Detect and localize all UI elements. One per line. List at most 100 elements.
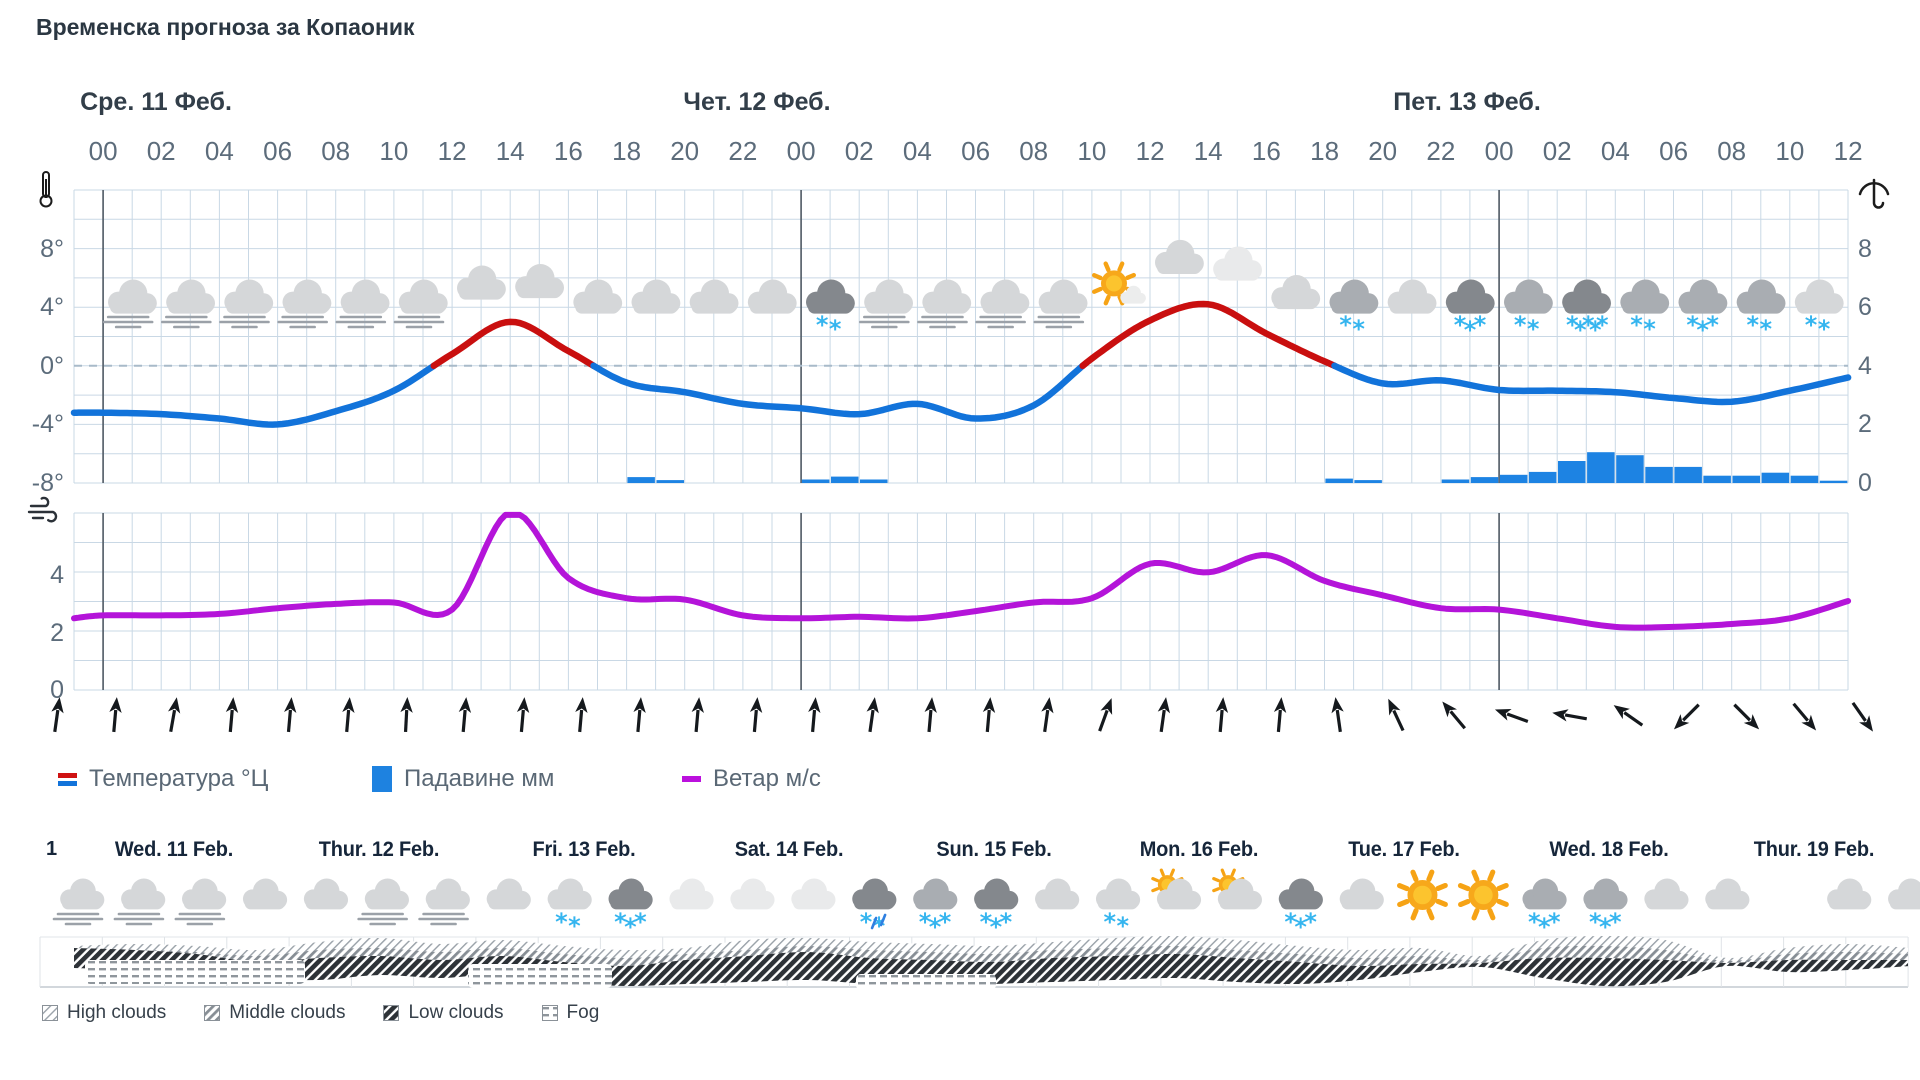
cloud-icon	[168, 301, 213, 314]
cloud-icon	[1796, 301, 1842, 314]
cloud-icon	[573, 279, 623, 314]
cloud-icon	[122, 897, 163, 910]
sun-icon	[1474, 885, 1493, 905]
sun-ray-icon	[1426, 907, 1435, 921]
snowflake-icon: *	[1589, 908, 1602, 936]
cloud-icon	[747, 279, 797, 314]
cloud-icon	[854, 897, 895, 910]
cloud-layers-legend: High clouds Middle clouds Low clouds Fog	[42, 1002, 599, 1024]
snowflake-icon: *	[1514, 311, 1527, 339]
weather-icon: * *	[1329, 279, 1379, 343]
wind-axis-label: 4	[50, 561, 64, 589]
sun-ray-icon	[1212, 877, 1221, 883]
precip-bar	[1645, 466, 1673, 483]
wind-direction-arrow	[169, 709, 177, 733]
fog-lines-icon	[113, 912, 165, 926]
precip-bar	[1499, 474, 1528, 483]
weather-icon	[102, 279, 157, 329]
sun-ray-icon	[1091, 286, 1103, 294]
weather-icon: ***	[1522, 872, 1567, 941]
sun-ray-icon	[1397, 883, 1410, 892]
precip-bar	[1470, 477, 1499, 483]
wind-direction-arrow	[1494, 708, 1512, 721]
cloud-icon	[1215, 267, 1260, 281]
cloud-icon	[425, 878, 470, 910]
cloud-icon	[166, 279, 216, 314]
wind-direction-arrow	[1098, 709, 1109, 732]
precip-bar	[1819, 480, 1848, 483]
wind-direction-arrow	[109, 697, 122, 733]
wind-direction-arrow	[403, 709, 409, 733]
wind-direction-arrow	[1613, 705, 1644, 727]
cloud-icon	[1705, 878, 1750, 910]
wind-direction-arrow	[575, 697, 588, 714]
sun-icon	[1397, 869, 1448, 921]
cloud-icon	[1585, 897, 1626, 910]
cloud-icon	[1389, 301, 1434, 314]
cloud-icon	[1387, 279, 1437, 314]
temp-axis-label: -4°	[31, 410, 64, 439]
weather-icon	[277, 279, 332, 329]
cloud-icon	[1155, 239, 1204, 274]
wind-direction-arrow	[1218, 709, 1224, 733]
temperature-curve-above-zero	[430, 318, 597, 370]
wind-direction-arrow	[1388, 698, 1405, 732]
wind-direction-arrow	[1792, 702, 1809, 722]
wind-direction-arrow	[982, 697, 996, 714]
cloud-icon	[284, 301, 329, 314]
cloud-icon	[1040, 301, 1085, 314]
hour-label: 06	[1659, 136, 1689, 166]
wind-direction-arrow	[1733, 703, 1760, 730]
cloud-icon	[486, 878, 531, 910]
cloud-icon	[1331, 301, 1376, 314]
breeze-icon	[27, 496, 58, 523]
weather-icons-row: * * * * *** * * ***** * * *** * * * *	[102, 239, 1844, 344]
cloud-icon	[1271, 275, 1321, 310]
weather-icon	[747, 279, 797, 314]
precip-bar	[1732, 475, 1760, 483]
cloud-icon	[1120, 285, 1146, 304]
wind-direction-arrow	[1157, 697, 1171, 733]
wind-direction-arrows	[51, 697, 1873, 733]
weather-icon	[1339, 878, 1384, 910]
cloud-icon	[1213, 246, 1262, 281]
wind-direction-arrow	[1682, 703, 1700, 722]
cloud-icon	[110, 301, 155, 314]
snowflake-icon: *	[1464, 316, 1477, 344]
hour-label: 00	[786, 136, 816, 166]
cloud-icon	[515, 264, 565, 299]
sun-ray-icon	[1410, 907, 1419, 921]
cloud-icon	[1646, 897, 1687, 910]
fog-lines-icon	[102, 315, 154, 329]
fog-lines-icon	[277, 315, 328, 329]
cloud-legend-high: High clouds	[42, 1002, 166, 1024]
cloud-icon	[305, 897, 346, 910]
wind-direction-arrow	[808, 697, 821, 714]
hour-label: 04	[902, 136, 932, 166]
hour-label: 08	[1019, 136, 1049, 166]
cloud-icon	[182, 878, 227, 910]
cloud-icon	[976, 897, 1016, 910]
main-legend: Температура °Ц Падавине мм Ветар м/с	[0, 763, 1920, 795]
sun-ray-icon	[1471, 869, 1480, 883]
sun-ray-icon	[1230, 868, 1236, 877]
wind-direction-arrow	[982, 697, 996, 733]
legend-temperature-label: Температура °Ц	[89, 765, 269, 792]
wind-direction-arrow	[168, 697, 181, 733]
wind-direction-arrow	[1388, 698, 1401, 716]
hour-label: 16	[1251, 136, 1281, 166]
wind-axis-label: 0	[50, 676, 64, 704]
high-clouds-area	[74, 936, 1908, 961]
weather-icon	[669, 878, 714, 910]
cloud-icon	[1622, 301, 1667, 314]
weather-icon	[1271, 275, 1321, 310]
cloud-icon	[1341, 897, 1382, 910]
weather-icon: ***	[1678, 279, 1728, 344]
cloud-icon	[226, 301, 271, 314]
snowflake-icon: *	[1760, 315, 1773, 343]
precip-bar	[1558, 461, 1586, 483]
snowflake-icon: *	[929, 913, 942, 941]
snowflakes-icon: * *	[816, 311, 842, 343]
fog-lines-icon	[418, 912, 469, 926]
hour-label: 08	[321, 136, 351, 166]
